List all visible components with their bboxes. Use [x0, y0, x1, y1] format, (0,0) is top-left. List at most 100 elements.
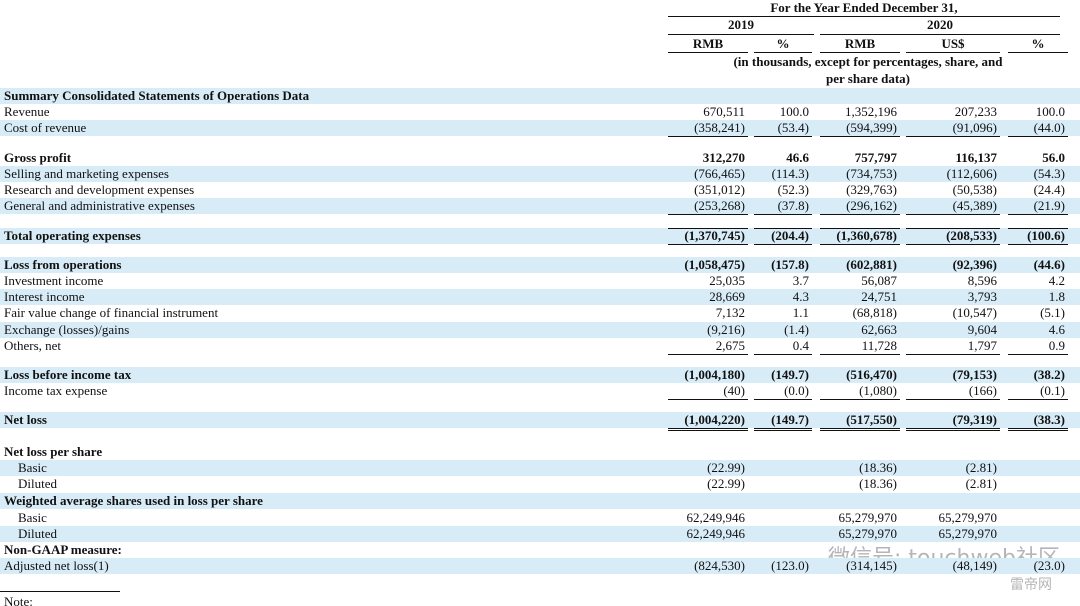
cell-value: 3.7: [792, 273, 809, 288]
cell-value: 0.4: [792, 338, 809, 353]
watermark: 雷帝网: [1010, 577, 1052, 593]
cell-value: (358,241): [694, 120, 745, 135]
cell-rule: [820, 399, 900, 400]
cell-rule: [906, 228, 1000, 229]
row-band: [0, 367, 1080, 383]
row-band: [0, 289, 1080, 305]
row-label: Fair value change of financial instrumen…: [4, 305, 219, 320]
cell-value: (1,004,220): [684, 412, 745, 427]
cell-rule: [906, 399, 1000, 400]
row-label: General and administrative expenses: [4, 198, 195, 213]
header-rule: [668, 34, 814, 35]
cell-rule: [668, 214, 748, 215]
row-label: Research and development expenses: [4, 182, 195, 197]
header-rule: [668, 52, 748, 53]
cell-value: (2.81): [965, 460, 997, 475]
cell-value: (1,058,475): [684, 257, 745, 272]
row-band: [0, 526, 1080, 542]
row-label: Interest income: [4, 289, 85, 304]
cell-value: 11,728: [861, 338, 897, 353]
row-band: [0, 257, 1080, 273]
row-label: Income tax expense: [4, 383, 108, 398]
cell-rule: [820, 428, 900, 429]
column-header: %: [776, 36, 790, 51]
cell-value: 4.6: [1048, 322, 1065, 337]
row-band: [0, 460, 1080, 476]
cell-value: (37.8): [777, 198, 809, 213]
cell-value: (9,216): [707, 322, 745, 337]
cell-value: 312,270: [702, 150, 745, 165]
cell-value: (45,389): [952, 198, 997, 213]
cell-value: (112,606): [946, 166, 997, 181]
cell-value: (54.3): [1033, 166, 1065, 181]
cell-value: 46.6: [786, 150, 809, 165]
cell-value: (516,470): [846, 367, 897, 382]
year-header: 2019: [728, 17, 754, 32]
cell-value: 1.8: [1048, 289, 1065, 304]
row-label: Net loss per share: [4, 444, 103, 459]
row-band: [0, 198, 1080, 214]
row-label: Diluted: [18, 476, 57, 491]
cell-rule: [754, 214, 812, 215]
cell-value: (824,530): [694, 558, 745, 573]
row-label: Total operating expenses: [4, 228, 141, 243]
cell-rule: [906, 244, 1000, 245]
cell-rule: [754, 428, 812, 429]
cell-value: 100.0: [1035, 104, 1065, 119]
cell-value: 3,793: [967, 289, 997, 304]
row-label: Loss from operations: [4, 257, 122, 272]
cell-rule: [820, 228, 900, 229]
cell-value: (23.0): [1033, 558, 1065, 573]
cell-value: 65,279,970: [938, 510, 998, 525]
row-label: Exchange (losses)/gains: [4, 322, 130, 337]
cell-value: (594,399): [846, 120, 897, 135]
cell-value: 1,797: [967, 338, 997, 353]
cell-value: (40): [723, 383, 745, 398]
cell-value: (52.3): [777, 182, 809, 197]
cell-value: 757,797: [854, 150, 897, 165]
row-label: Gross profit: [4, 150, 72, 165]
cell-value: (48,149): [952, 558, 997, 573]
cell-rule: [1008, 428, 1068, 429]
row-label: Loss before income tax: [4, 367, 132, 382]
cell-value: (68,818): [852, 305, 897, 320]
cell-value: 8,596: [967, 273, 997, 288]
cell-value: (0.1): [1040, 383, 1065, 398]
cell-rule: [754, 228, 812, 229]
cell-value: (314,145): [846, 558, 897, 573]
cell-rule: [820, 430, 900, 431]
cell-value: (166): [968, 383, 997, 398]
cell-rule: [754, 136, 812, 137]
cell-value: (114.3): [771, 166, 809, 181]
row-label: Cost of revenue: [4, 120, 87, 135]
cell-value: (44.6): [1033, 257, 1065, 272]
cell-value: (602,881): [846, 257, 897, 272]
note: Note:: [4, 594, 33, 606]
cell-rule: [668, 228, 748, 229]
cell-rule: [906, 430, 1000, 431]
row-label: Basic: [18, 460, 47, 475]
cell-rule: [668, 136, 748, 137]
row-label: Revenue: [4, 104, 50, 119]
cell-value: (766,465): [694, 166, 745, 181]
cell-value: (22.99): [707, 460, 745, 475]
column-header: RMB: [844, 36, 876, 51]
header-rule: [820, 34, 1060, 35]
cell-rule: [820, 244, 900, 245]
row-label: Adjusted net loss(1): [4, 558, 109, 573]
cell-value: 9,604: [967, 322, 997, 337]
cell-rule: [906, 136, 1000, 137]
cell-value: (1,360,678): [836, 228, 897, 243]
cell-rule: [668, 399, 748, 400]
cell-value: (157.8): [771, 257, 809, 272]
cell-value: (92,396): [952, 257, 997, 272]
cell-value: (208,533): [946, 228, 997, 243]
cell-value: (734,753): [846, 166, 897, 181]
row-band: [0, 322, 1080, 338]
cell-value: 1.1: [792, 305, 809, 320]
cell-value: (1.4): [784, 322, 809, 337]
cell-value: (22.99): [707, 476, 745, 491]
row-band: [0, 88, 1080, 104]
cell-value: 65,279,970: [938, 526, 998, 541]
cell-rule: [1008, 399, 1068, 400]
